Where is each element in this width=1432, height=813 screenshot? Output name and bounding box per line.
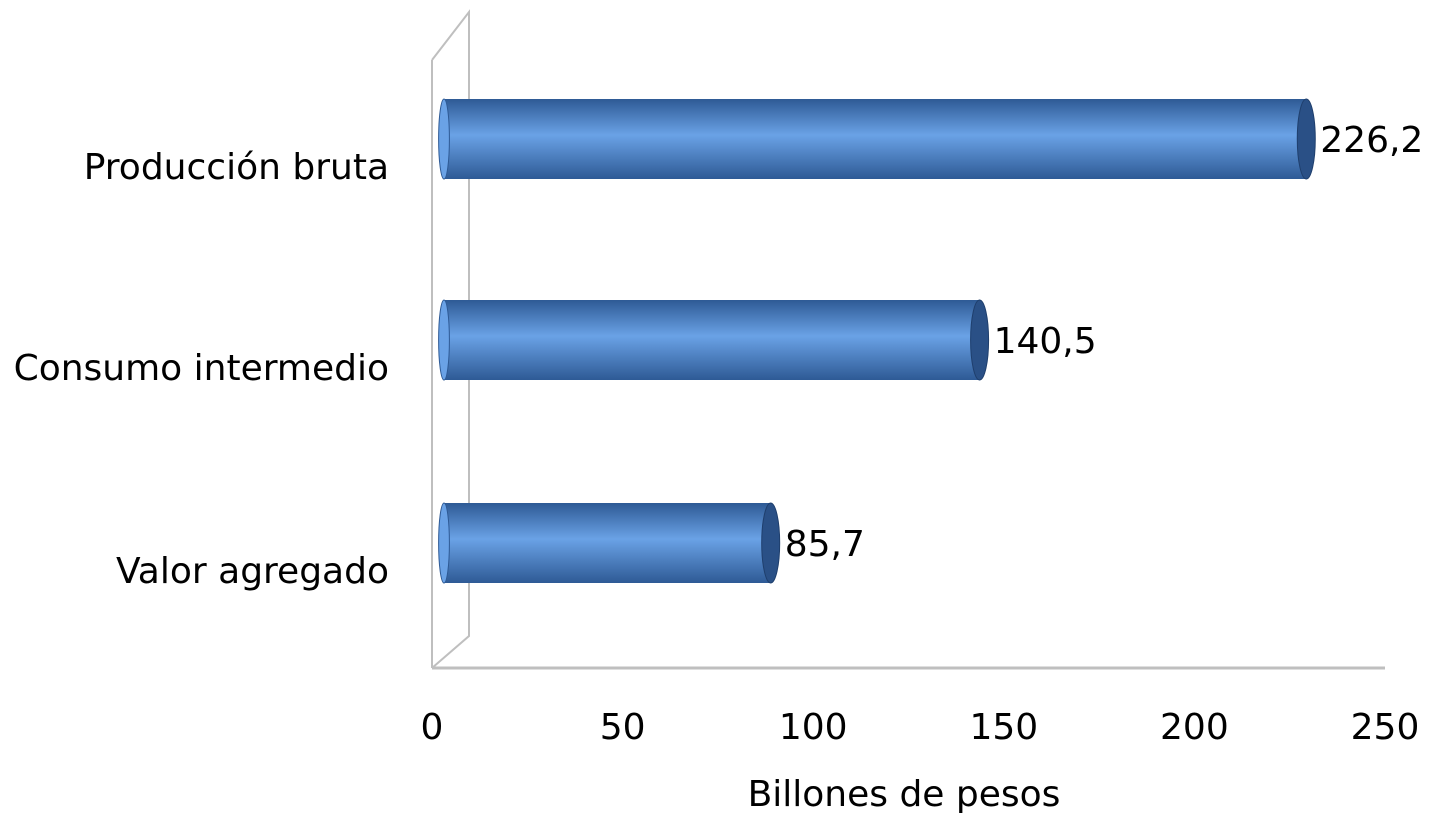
bar-end-cap <box>1296 98 1316 180</box>
category-label: Valor agregado <box>116 551 389 592</box>
bar <box>438 98 1316 180</box>
bars <box>438 98 1316 584</box>
category-label: Producción bruta <box>84 147 389 188</box>
x-tick-label: 100 <box>779 707 848 748</box>
bar-end-cap <box>761 502 781 584</box>
labels: 226,2 Producción bruta 140,5 Consumo interm… <box>14 120 1424 813</box>
data-label: 140,5 <box>994 321 1097 362</box>
x-axis-title: Billones de pesos <box>748 774 1061 813</box>
x-tick-label: 250 <box>1351 707 1420 748</box>
data-label: 85,7 <box>785 524 865 565</box>
x-tick-label: 50 <box>600 707 646 748</box>
bar-start-cap <box>438 98 450 180</box>
x-tick-label: 200 <box>1160 707 1229 748</box>
x-tick-label: 150 <box>969 707 1038 748</box>
bar-body <box>444 503 771 583</box>
bar-body <box>444 300 980 380</box>
category-label: Consumo intermedio <box>14 348 389 389</box>
bar-start-cap <box>438 299 450 381</box>
bar <box>438 502 781 584</box>
bar-start-cap <box>438 502 450 584</box>
data-label: 226,2 <box>1320 120 1423 161</box>
bar-end-cap <box>970 299 990 381</box>
bar-body <box>444 99 1307 179</box>
x-tick-label: 0 <box>421 707 444 748</box>
bar <box>438 299 990 381</box>
